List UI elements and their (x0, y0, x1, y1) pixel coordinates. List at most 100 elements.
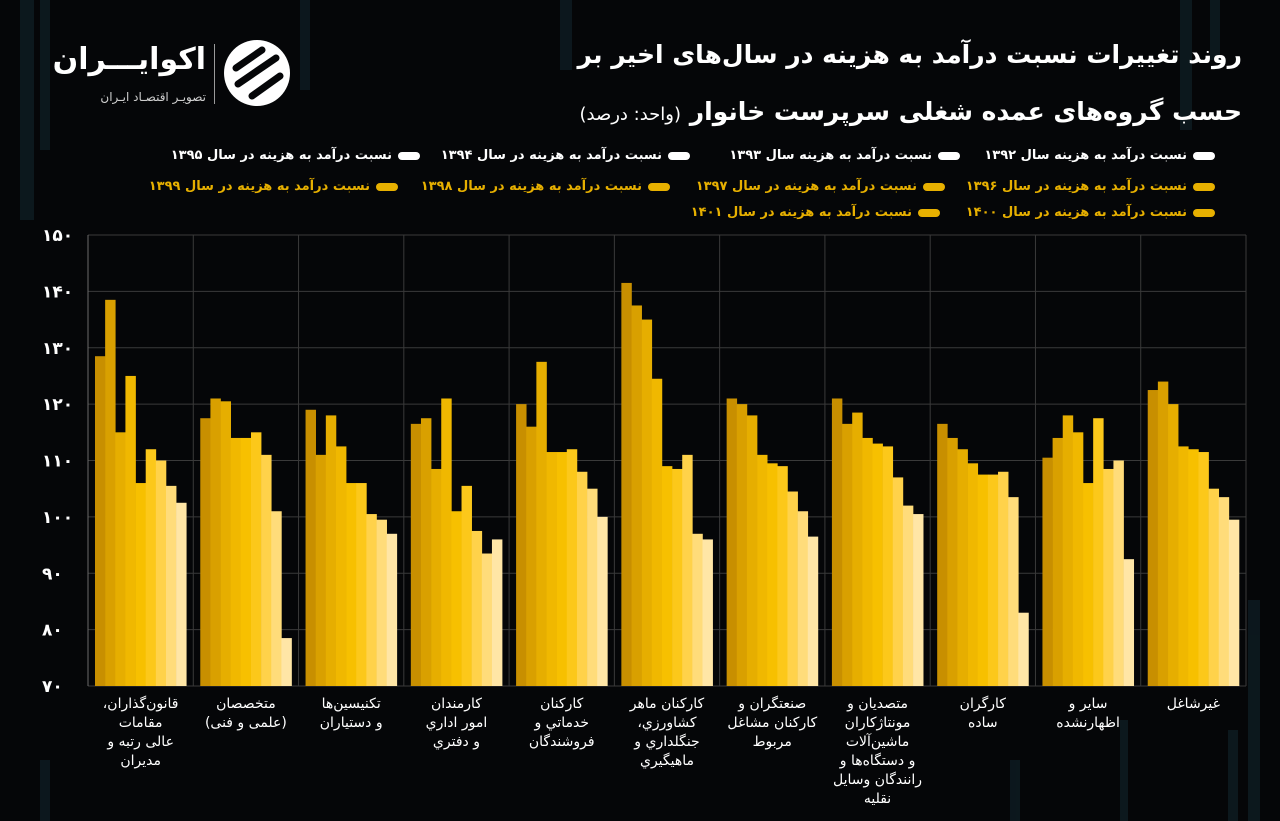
bar (1168, 404, 1179, 687)
bar (1218, 497, 1230, 686)
bar (777, 466, 788, 686)
chart-title-line2-text: حسب گروه‌های عمده شغلی سرپرست خانوار (689, 97, 1242, 126)
y-tick-label: ۹۰ (42, 564, 63, 584)
bar (661, 466, 673, 686)
legend-swatch (923, 182, 945, 191)
bar (757, 454, 768, 686)
bar (210, 398, 221, 686)
bar (536, 361, 547, 686)
x-category-label: فروشندگان (529, 733, 595, 750)
bar (1008, 497, 1019, 686)
x-category-label: رانندگان وسایل (833, 771, 922, 788)
bar (220, 401, 231, 686)
legend-swatch (648, 182, 670, 191)
legend-swatch (918, 208, 940, 217)
legend-swatch (376, 182, 398, 191)
x-category-label: کارکنان (540, 696, 583, 712)
legend-label: نسبت درآمد به هزینه در سال ۱۴۰۰ (965, 205, 1187, 220)
x-category-label: و دفتري (433, 734, 480, 750)
bar (1157, 381, 1169, 686)
bar (105, 299, 116, 686)
legend-item: نسبت درآمد به هزینه سال ۱۳۹۲ (984, 148, 1215, 163)
legend-label: نسبت درآمد به هزینه سال ۱۳۹۲ (984, 148, 1187, 163)
x-category-label: کارگران (960, 695, 1007, 712)
legend-item: نسبت درآمد به هزینه در سال ۱۳۹۵ (171, 148, 420, 163)
bar (410, 423, 422, 686)
legend-item: نسبت درآمد به هزینه در سال ۱۳۹۹ (149, 179, 398, 194)
bar (631, 305, 642, 686)
ecoiran-logo-icon (224, 40, 290, 106)
bar (767, 463, 778, 686)
x-category-label: متخصصان (216, 696, 276, 712)
bar (420, 418, 432, 686)
x-category-label: اظهارنشده (1056, 715, 1120, 731)
bar (546, 452, 557, 686)
legend-swatch (1193, 208, 1215, 217)
x-category-label: مربوط (753, 734, 792, 750)
bar (95, 356, 106, 686)
x-category-label: کارکنان مشاغل (727, 715, 817, 731)
y-tick-label: ۷۰ (42, 677, 63, 697)
bar (807, 536, 819, 686)
bar (1018, 612, 1029, 686)
x-category-label: کارمندان (431, 696, 482, 712)
bar (451, 511, 462, 686)
bar (872, 443, 883, 686)
bar (998, 471, 1009, 686)
x-category-label: امور اداري (426, 715, 488, 731)
x-category-label: ماشين‌آلات (846, 733, 909, 750)
x-category-label: صنعتگران و (737, 695, 806, 712)
bar (902, 505, 914, 686)
y-tick-label: ۱۲۰ (42, 395, 73, 415)
bar (702, 539, 713, 686)
bar (566, 449, 578, 686)
legend-item: نسبت درآمد به هزینه سال ۱۳۹۳ (729, 148, 960, 163)
legend-label: نسبت درآمد به هزینه در سال ۱۳۹۷ (695, 179, 917, 194)
y-tick-label: ۱۱۰ (42, 452, 73, 472)
bar (1113, 460, 1124, 686)
legend-label: نسبت درآمد به هزینه در سال ۱۳۹۵ (170, 148, 392, 163)
chart-title-line2: حسب گروه‌های عمده شغلی سرپرست خانوار (وا… (579, 97, 1242, 126)
x-category-label: غیرشاغل (1167, 696, 1220, 712)
x-category-label: ساده (968, 715, 998, 731)
x-category-label: سایر و (1068, 696, 1108, 712)
bar (526, 426, 537, 686)
bar (1228, 519, 1240, 686)
chart-title-line1: روند تغییرات نسبت درآمد به هزینه در سال‌… (577, 40, 1242, 69)
bar (746, 415, 758, 686)
bar (230, 437, 242, 686)
x-category-label: تکنیسین‌ها (322, 696, 381, 712)
legend-label: نسبت درآمد به هزینه سال ۱۳۹۳ (729, 148, 932, 163)
legend-swatch (668, 151, 690, 160)
bar (692, 533, 703, 686)
bar (491, 539, 503, 686)
logo-separator (214, 44, 215, 104)
bar (892, 477, 904, 686)
bar (441, 398, 452, 686)
bar (947, 437, 958, 686)
bar (125, 375, 136, 686)
legend-swatch (1193, 151, 1215, 160)
bar (135, 483, 147, 686)
bar (977, 474, 989, 686)
bar (1103, 468, 1114, 686)
bar (1083, 483, 1094, 686)
legend-label: نسبت درآمد به هزینه در سال ۱۳۹۹ (148, 179, 370, 194)
legend-item: نسبت درآمد به هزینه در سال ۱۳۹۸ (421, 179, 670, 194)
x-category-label: کشاورزي، (637, 715, 697, 731)
bar (145, 449, 157, 686)
bar (335, 446, 347, 686)
logo-subtitle: تصویـر اقتصـاد ایـران (100, 90, 206, 104)
bar (471, 530, 483, 686)
legend-item: نسبت درآمد به هزینه در سال ۱۳۹۶ (966, 179, 1215, 194)
bar (1123, 559, 1135, 686)
bar (787, 491, 798, 686)
legend-swatch (938, 151, 960, 160)
bar (176, 502, 187, 686)
bar (937, 423, 948, 686)
bar (481, 553, 493, 686)
bar (376, 519, 387, 686)
x-category-label: مدیران (120, 753, 161, 769)
